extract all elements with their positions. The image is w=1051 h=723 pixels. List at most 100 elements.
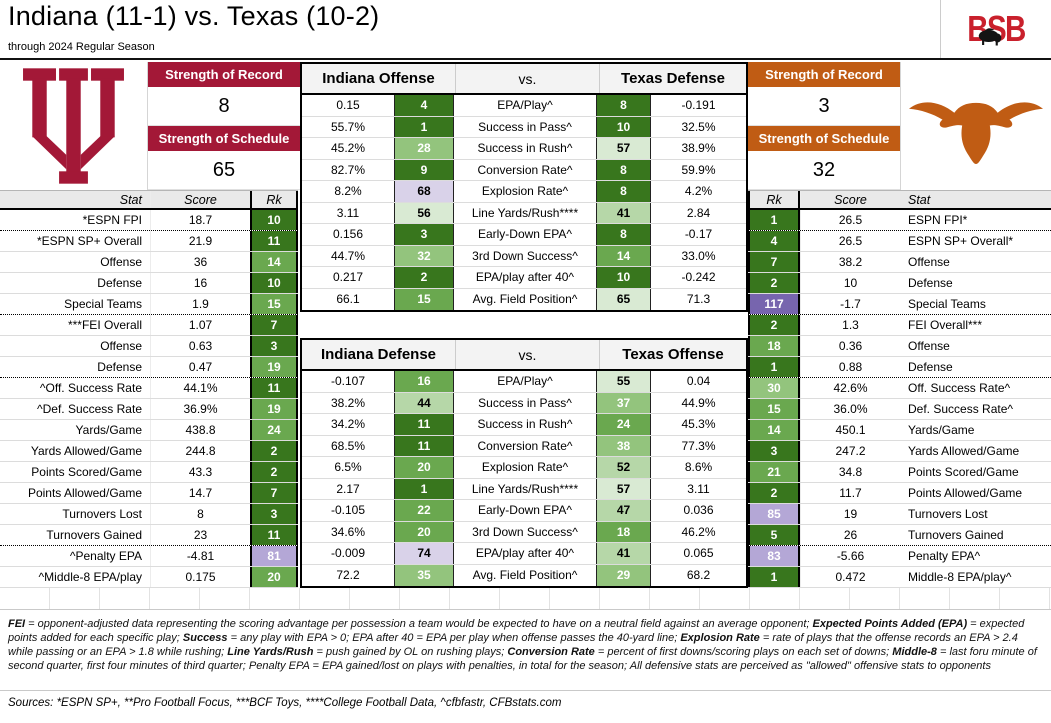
empty-cell — [700, 588, 750, 609]
score-value: 244.8 — [150, 441, 250, 461]
stat-table-header-row: Rk Score Stat — [748, 190, 1051, 210]
right-team-value: 59.9% — [681, 162, 716, 177]
left-rank-badge: 3 — [394, 224, 454, 245]
stat-label: Penalty EPA^ — [908, 549, 981, 563]
stat-label: Success in Rush^ — [477, 141, 573, 156]
texas-stat-row: 2 1.3 FEI Overall*** — [748, 315, 1051, 336]
right-rank-badge: 8 — [596, 224, 651, 245]
matchup-table-body: 0.15 4 EPA/Play^ 8 -0.191 55.7% 1 Success in Pa… — [300, 95, 748, 312]
indiana-stat-table: Stat Score Rk *ESPN FPI 18.7 10 *ESPN SP+ O… — [0, 190, 298, 588]
stat-label: Explosion Rate^ — [481, 184, 569, 199]
glossary-term: Middle-8 — [892, 646, 937, 658]
left-rank-badge: 15 — [394, 288, 454, 310]
right-rank-badge: 24 — [596, 414, 651, 435]
texas-sos-header: Strength of Schedule — [748, 126, 900, 151]
rank-badge: 15 — [250, 294, 298, 314]
texas-stat-row: 30 42.6% Off. Success Rate^ — [748, 378, 1051, 399]
matchup-row: 3.11 56 Line Yards/Rush**** 41 2.84 — [302, 202, 746, 224]
indiana-iu-trident-icon — [23, 68, 124, 184]
right-team-value: 46.2% — [681, 524, 716, 539]
empty-cell — [650, 588, 700, 609]
glossary-text: = percent of first downs/scoring plays o… — [594, 646, 893, 658]
left-team-value: -0.107 — [330, 374, 366, 389]
stat-label: ***FEI Overall — [67, 318, 142, 332]
stat-table-header-row: Stat Score Rk — [0, 190, 298, 210]
score-value: 14.7 — [150, 483, 250, 503]
indiana-stat-row: *ESPN SP+ Overall 21.9 11 — [0, 231, 298, 252]
indiana-logo-cell — [0, 62, 148, 190]
score-value: 11.7 — [800, 483, 900, 503]
stat-label: *ESPN FPI — [82, 213, 142, 227]
matchup-row: 34.6% 20 3rd Down Success^ 18 46.2% — [302, 521, 746, 543]
texas-stat-row: 14 450.1 Yards/Game — [748, 420, 1051, 441]
glossary-text: = any play with EPA > 0; EPA after 40 = … — [227, 632, 681, 644]
indiana-sos-value: 65 — [148, 151, 300, 190]
stat-label: Offense — [100, 255, 142, 269]
rank-badge: 2 — [250, 441, 298, 461]
left-rank-badge: 9 — [394, 159, 454, 180]
indiana-stat-row: ***FEI Overall 1.07 7 — [0, 315, 298, 336]
rank-badge: 2 — [748, 483, 800, 503]
rank-badge: 19 — [250, 357, 298, 377]
score-value: 42.6% — [800, 378, 900, 398]
stat-table-body: 1 26.5 ESPN FPI* 4 26.5 ESPN SP+ Overall* 7 38.… — [748, 210, 1051, 588]
score-value: -5.66 — [800, 546, 900, 566]
left-team-value: 0.217 — [332, 270, 364, 285]
stat-label: Points Allowed/Game — [27, 486, 142, 500]
right-rank-badge: 57 — [596, 478, 651, 499]
rank-badge: 11 — [250, 378, 298, 398]
rank-badge: 3 — [250, 504, 298, 524]
matchup-row: 72.2 35 Avg. Field Position^ 29 68.2 — [302, 564, 746, 586]
stat-label: Line Yards/Rush**** — [471, 205, 579, 220]
empty-cell — [900, 588, 950, 609]
right-team-value: 0.036 — [683, 503, 714, 518]
stat-label: Early-Down EPA^ — [477, 503, 573, 518]
right-rank-badge: 57 — [596, 138, 651, 159]
stat-label: Turnovers Lost — [62, 507, 142, 521]
left-rank-badge: 74 — [394, 543, 454, 564]
right-rank-badge: 38 — [596, 435, 651, 456]
indiana-defense-header: Indiana Defense — [302, 340, 456, 369]
score-value: 26.5 — [800, 210, 900, 230]
right-rank-badge: 18 — [596, 521, 651, 542]
empty-cell — [300, 588, 350, 609]
right-team-value: 2.84 — [686, 205, 711, 220]
stat-label: Conversion Rate^ — [477, 162, 573, 177]
empty-cell — [450, 588, 500, 609]
left-team-value: 82.7% — [330, 162, 366, 177]
rank-badge: 3 — [748, 441, 800, 461]
left-rank-badge: 32 — [394, 245, 454, 266]
score-column-header: Score — [150, 191, 250, 208]
matchup-row: 6.5% 20 Explosion Rate^ 52 8.6% — [302, 457, 746, 479]
score-value: 1.07 — [150, 315, 250, 335]
score-value: 450.1 — [800, 420, 900, 440]
matchup-row: -0.009 74 EPA/play after 40^ 41 0.065 — [302, 543, 746, 565]
empty-cell — [400, 588, 450, 609]
left-team-value: -0.105 — [330, 503, 366, 518]
rank-badge: 11 — [250, 231, 298, 251]
texas-offense-header: Texas Offense — [622, 346, 724, 363]
empty-cell — [100, 588, 150, 609]
score-value: 0.63 — [150, 336, 250, 356]
left-rank-badge: 35 — [394, 564, 454, 586]
rank-badge: 15 — [748, 399, 800, 419]
rank-badge: 7 — [250, 483, 298, 503]
texas-stat-row: 1 26.5 ESPN FPI* — [748, 210, 1051, 231]
glossary-paragraph: FEI = opponent-adjusted data representin… — [8, 617, 1043, 673]
left-team-value: 2.17 — [336, 481, 360, 496]
stat-label: ESPN SP+ Overall* — [908, 234, 1014, 248]
footer: FEI = opponent-adjusted data representin… — [0, 610, 1051, 723]
sources-line: Sources: *ESPN SP+, **Pro Football Focus… — [0, 690, 1051, 709]
stat-label: Early-Down EPA^ — [477, 227, 573, 242]
stat-label: Off. Success Rate^ — [908, 381, 1011, 395]
texas-sos-value: 32 — [748, 151, 900, 190]
score-value: 44.1% — [150, 378, 250, 398]
glossary-text: = opponent-adjusted data representing th… — [25, 618, 813, 630]
left-rank-badge: 2 — [394, 267, 454, 288]
empty-cell — [200, 588, 250, 609]
glossary-text: = expected points added for each specifi… — [8, 618, 1025, 644]
empty-cell — [250, 588, 300, 609]
matchup-row: 0.15 4 EPA/Play^ 8 -0.191 — [302, 95, 746, 117]
stat-label: Yards Allowed/Game — [30, 444, 142, 458]
rank-badge: 117 — [748, 294, 800, 314]
